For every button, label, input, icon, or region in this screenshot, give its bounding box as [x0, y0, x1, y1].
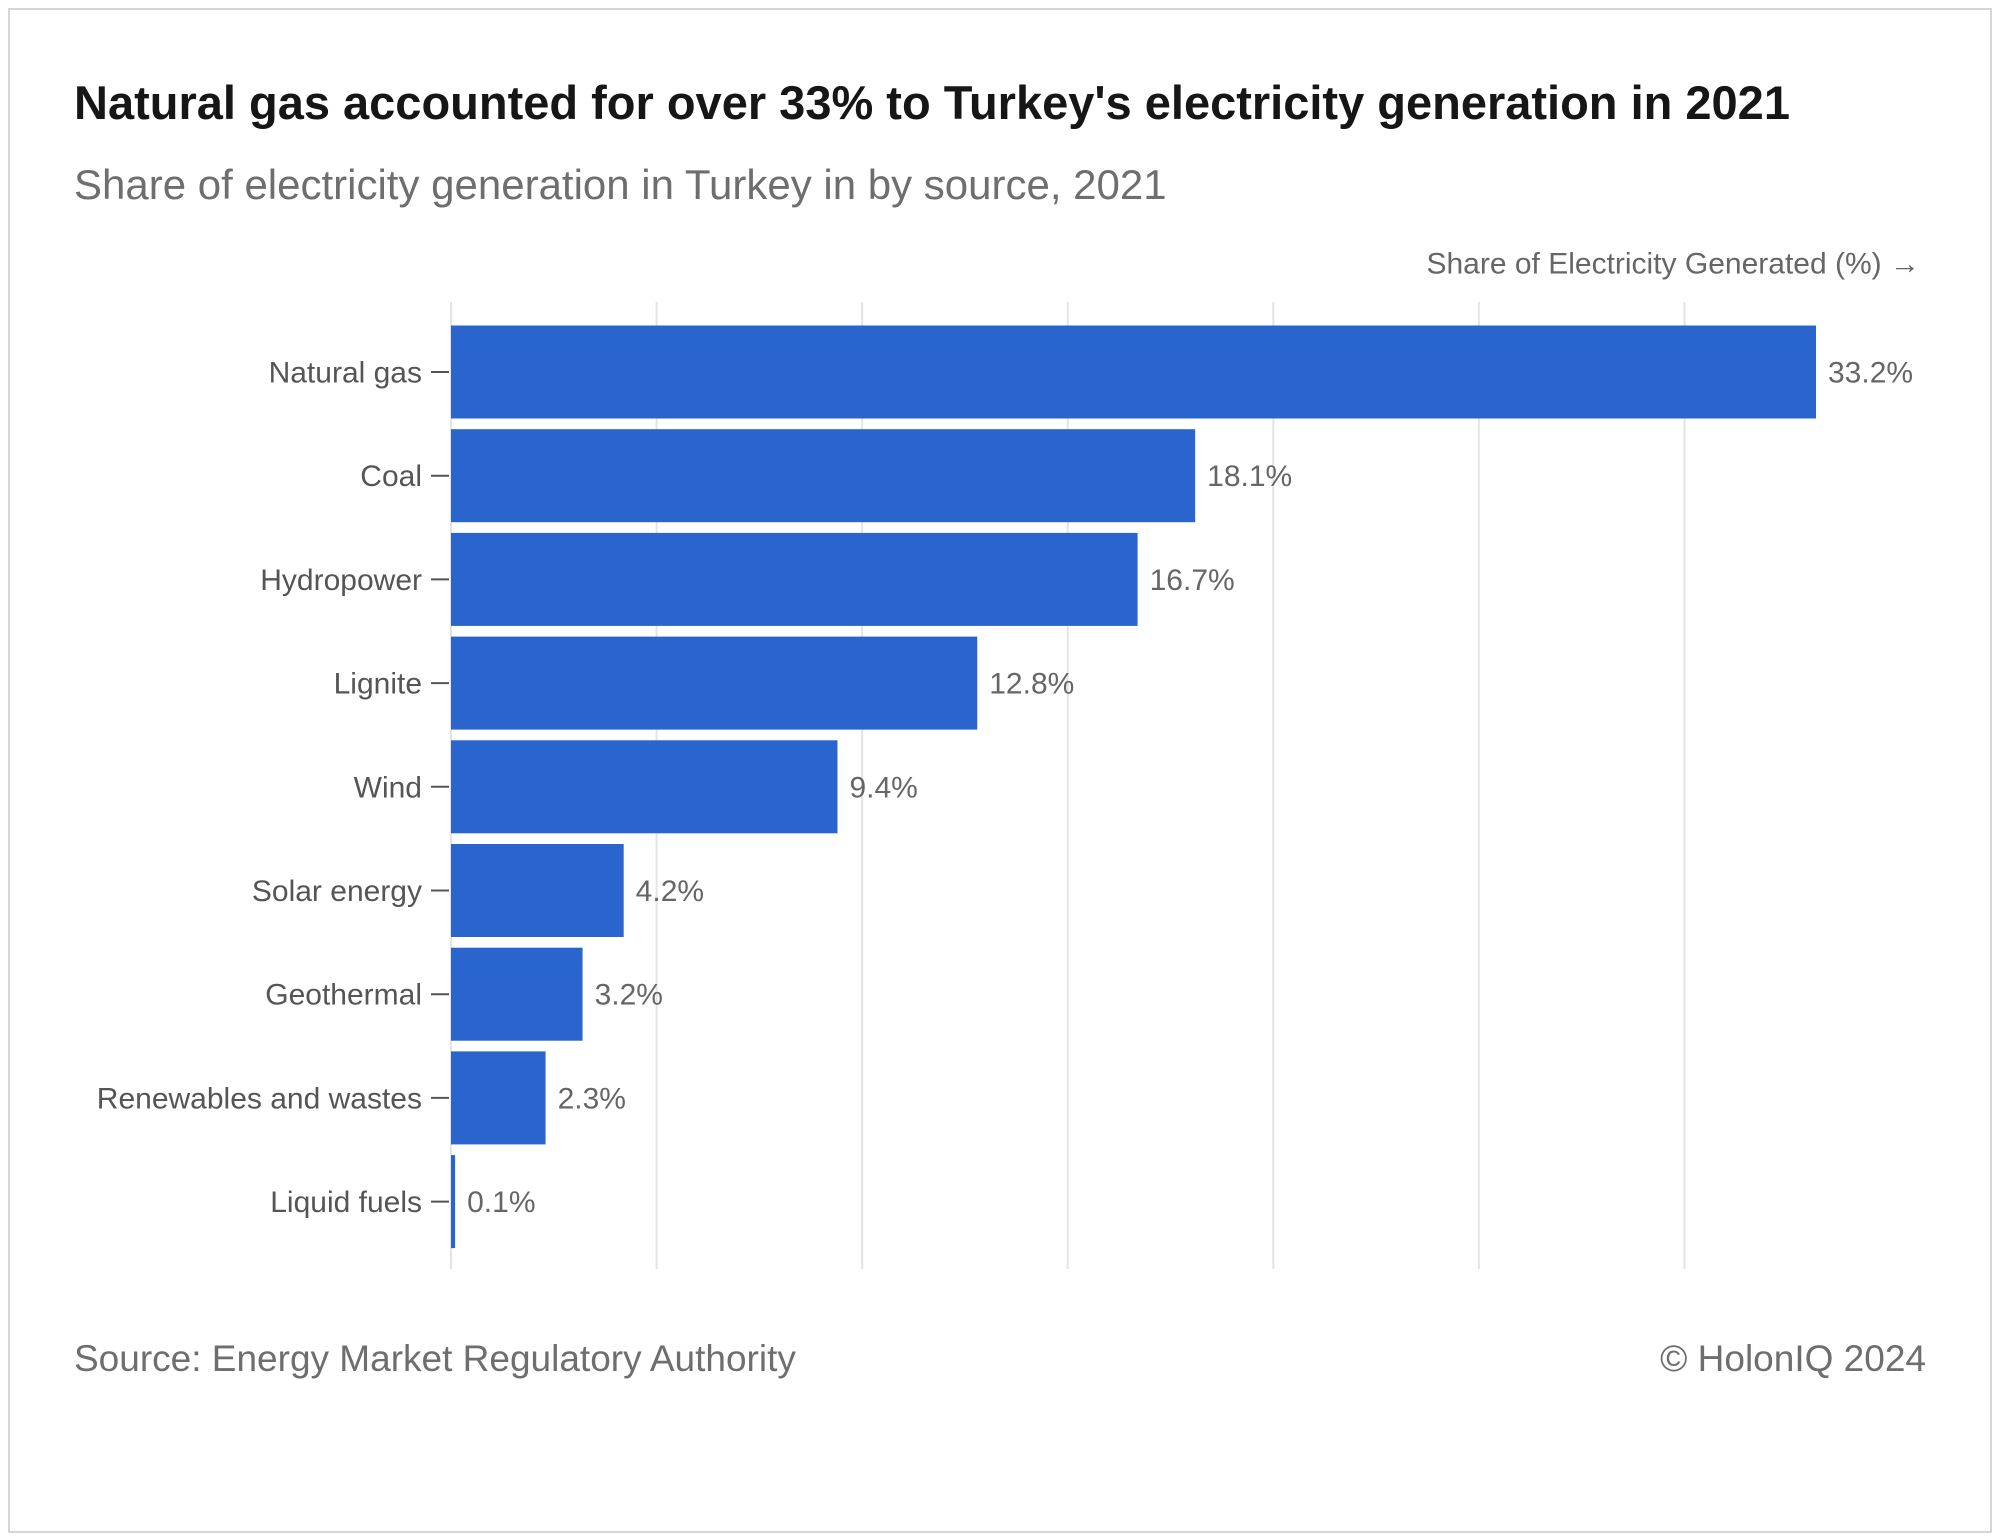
bar-wind	[451, 740, 838, 834]
value-label-geothermal: 3.2%	[595, 979, 663, 1012]
value-label-lignite: 12.8%	[989, 668, 1074, 701]
value-label-coal: 18.1%	[1207, 460, 1292, 493]
value-labels: 33.2% 18.1% 16.7% 12.8% 9.4% 4.2% 3.2% 2.3% 0.1%	[467, 357, 1913, 1220]
bar-natural-gas	[451, 325, 1816, 419]
value-label-renewables-and-wastes: 2.3%	[558, 1082, 626, 1115]
chart-card-border	[8, 8, 1992, 1533]
copyright-credit: © HolonIQ 2024	[1660, 1338, 1926, 1379]
category-label-coal: Coal	[360, 460, 422, 493]
bar-geothermal	[451, 947, 583, 1041]
value-label-hydropower: 16.7%	[1150, 564, 1235, 597]
bar-coal	[451, 429, 1196, 523]
category-label-lignite: Lignite	[334, 668, 422, 701]
category-label-liquid-fuels: Liquid fuels	[270, 1186, 422, 1219]
category-label-hydropower: Hydropower	[260, 564, 422, 597]
chart-subtitle: Share of electricity generation in Turke…	[74, 161, 1167, 208]
x-axis-label: Share of Electricity Generated (%) →	[1426, 248, 1920, 281]
y-axis: Natural gas Coal Hydropower Lignite Wind Sola…	[97, 357, 449, 1219]
value-label-natural-gas: 33.2%	[1828, 357, 1913, 390]
bar-hydropower	[451, 532, 1138, 626]
value-label-wind: 9.4%	[849, 771, 917, 804]
category-label-solar-energy: Solar energy	[252, 875, 422, 908]
value-label-liquid-fuels: 0.1%	[467, 1186, 535, 1219]
bar-liquid-fuels	[451, 1155, 456, 1249]
value-label-solar-energy: 4.2%	[636, 875, 704, 908]
category-label-geothermal: Geothermal	[265, 979, 422, 1012]
source-note: Source: Energy Market Regulatory Authori…	[74, 1338, 796, 1379]
category-label-wind: Wind	[354, 771, 422, 804]
bar-renewables-and-wastes	[451, 1051, 546, 1145]
chart-title: Natural gas accounted for over 33% to Tu…	[74, 76, 1790, 129]
bars	[451, 325, 1816, 1249]
bar-lignite	[451, 636, 978, 730]
category-label-renewables-and-wastes: Renewables and wastes	[97, 1082, 422, 1115]
category-label-natural-gas: Natural gas	[269, 357, 422, 390]
bar-solar-energy	[451, 844, 624, 937]
